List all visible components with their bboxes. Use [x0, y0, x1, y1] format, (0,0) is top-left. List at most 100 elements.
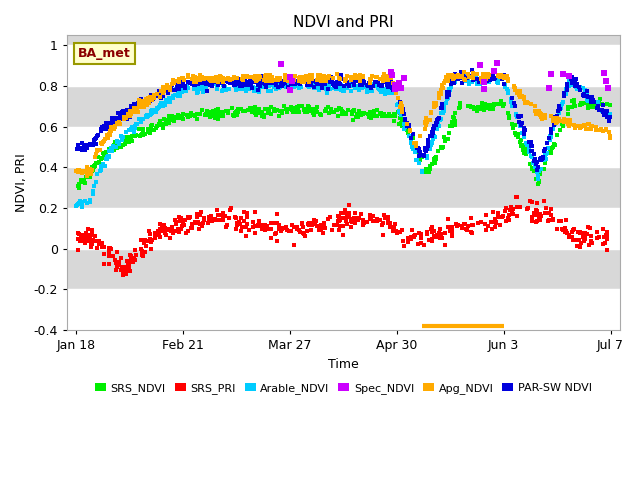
Point: [102, 123, 112, 131]
Point: [435, 115, 445, 122]
Point: [424, 236, 435, 244]
Point: [310, 81, 320, 88]
Point: [414, 150, 424, 158]
Point: [255, 72, 266, 79]
Point: [246, 77, 257, 84]
Point: [495, 75, 506, 83]
Point: [567, 104, 577, 111]
Point: [201, 80, 211, 88]
Point: [294, 79, 305, 86]
Point: [583, 104, 593, 112]
Point: [236, 82, 246, 90]
Point: [428, 132, 438, 140]
Point: [356, 210, 366, 218]
Point: [432, 116, 442, 123]
Point: [101, 149, 111, 157]
Point: [303, 102, 314, 109]
Point: [598, 127, 608, 135]
Point: [213, 115, 223, 123]
Point: [104, 260, 114, 268]
Point: [532, 200, 542, 207]
Point: [592, 234, 602, 241]
Point: [349, 219, 360, 227]
Point: [502, 89, 513, 97]
Point: [259, 76, 269, 84]
Point: [197, 80, 207, 87]
Point: [165, 98, 175, 106]
Point: [103, 152, 113, 160]
Point: [491, 218, 501, 226]
Point: [113, 114, 123, 122]
Point: [191, 74, 202, 82]
Point: [450, 109, 460, 117]
Point: [586, 225, 596, 232]
Point: [506, 95, 516, 103]
Point: [114, 260, 124, 268]
Point: [150, 230, 160, 238]
Point: [420, 125, 430, 132]
Point: [254, 222, 264, 229]
Point: [308, 83, 319, 91]
Point: [74, 184, 84, 192]
Point: [375, 110, 385, 118]
Point: [499, 100, 509, 108]
Point: [86, 243, 96, 251]
Point: [532, 158, 542, 166]
Point: [189, 76, 199, 84]
Point: [404, 121, 414, 129]
Point: [177, 82, 187, 89]
Point: [203, 110, 213, 118]
Point: [312, 103, 323, 111]
Point: [159, 229, 170, 237]
Point: [520, 126, 530, 134]
Point: [161, 231, 172, 239]
Point: [388, 86, 399, 94]
Point: [369, 112, 379, 120]
Point: [459, 220, 469, 228]
Point: [273, 83, 283, 91]
Point: [250, 108, 260, 115]
Point: [199, 75, 209, 83]
Point: [454, 74, 465, 82]
Point: [479, 105, 490, 112]
Point: [337, 108, 348, 115]
Point: [175, 80, 185, 87]
Point: [592, 104, 602, 111]
Bar: [67, 208, 620, 249]
Point: [239, 208, 250, 216]
Point: [318, 229, 328, 237]
Point: [467, 75, 477, 83]
Point: [367, 72, 377, 80]
Point: [452, 72, 463, 80]
Point: [442, 93, 452, 100]
Point: [263, 77, 273, 85]
Point: [161, 97, 171, 105]
Point: [154, 121, 164, 129]
Point: [191, 75, 202, 83]
Point: [286, 77, 296, 85]
Point: [428, 160, 438, 168]
Point: [548, 143, 559, 151]
Point: [72, 235, 83, 243]
Point: [136, 236, 146, 243]
Point: [377, 112, 387, 120]
Point: [602, 113, 612, 121]
Point: [79, 141, 89, 149]
Point: [243, 226, 253, 233]
Point: [81, 168, 91, 175]
Point: [359, 109, 369, 117]
Point: [192, 86, 202, 94]
Point: [324, 72, 335, 80]
Point: [195, 73, 205, 81]
Point: [524, 99, 534, 107]
Point: [363, 110, 373, 118]
Point: [130, 122, 140, 130]
Point: [245, 77, 255, 84]
Point: [431, 102, 441, 109]
Point: [476, 74, 486, 82]
Point: [466, 228, 476, 236]
Point: [352, 72, 362, 80]
Point: [290, 105, 300, 112]
Point: [231, 80, 241, 87]
Point: [415, 148, 425, 156]
